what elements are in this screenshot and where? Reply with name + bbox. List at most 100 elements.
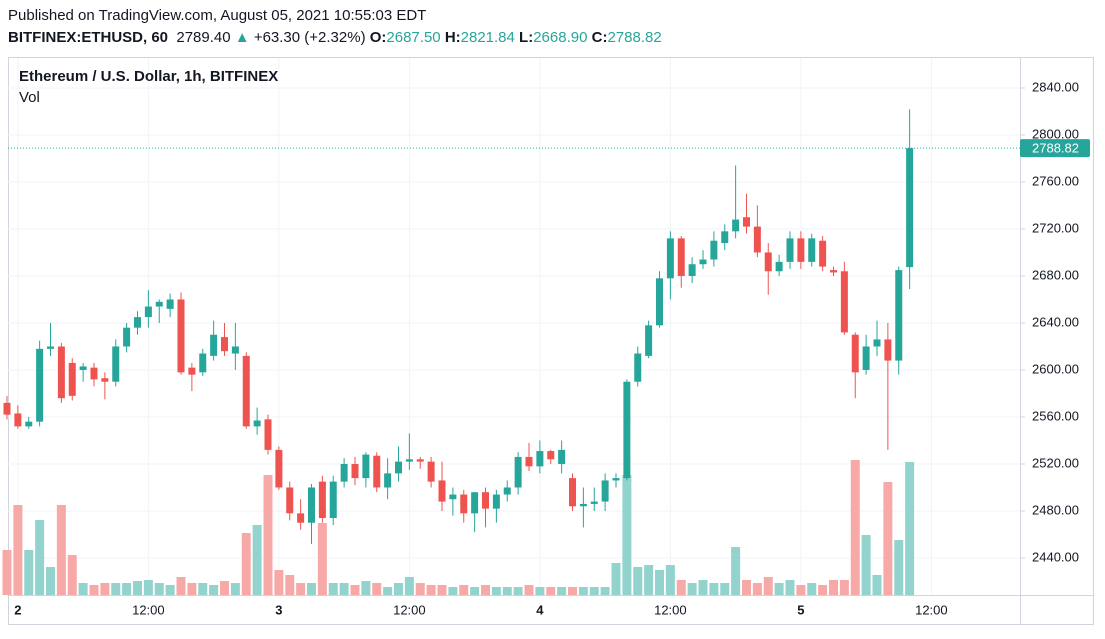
candle-body (405, 459, 413, 462)
volume-bar (46, 567, 55, 595)
candle-body (492, 494, 500, 509)
open: 2687.50 (386, 29, 441, 46)
volume-bar (394, 583, 403, 595)
y-tick-label: 2440.00 (1032, 549, 1079, 564)
y-tick-label: 2680.00 (1032, 267, 1079, 282)
candle-body (275, 449, 283, 488)
volume-bar (763, 577, 773, 595)
candle-body (177, 299, 185, 373)
quote-line: BITFINEX:ETHUSD, 60 2789.40 ▲ +63.30 (+2… (8, 29, 662, 46)
close: 2788.82 (607, 29, 662, 46)
o-label: O: (369, 29, 387, 46)
candle-body (253, 420, 261, 427)
volume-label: Vol (19, 89, 40, 106)
candle-body (808, 238, 816, 262)
volume-bar (557, 587, 567, 595)
volume-bar (687, 583, 697, 595)
candle-body (199, 353, 207, 373)
candle-body (525, 456, 533, 467)
candle-body (286, 487, 294, 514)
y-tick-label: 2760.00 (1032, 173, 1079, 188)
candle-body (634, 353, 642, 382)
y-tick-label: 2720.00 (1032, 220, 1079, 235)
volume-bar (13, 505, 23, 595)
volume-bar (89, 585, 99, 595)
volume-bar (448, 587, 458, 595)
volume-bar (774, 583, 784, 595)
l-label: L: (519, 29, 534, 46)
candle-body (297, 513, 305, 523)
volume-bar (894, 540, 904, 595)
candle-body (819, 240, 827, 267)
volume-bar (839, 580, 849, 595)
candle-body (79, 366, 87, 370)
volume-bar (589, 587, 599, 595)
candle-body (144, 306, 152, 318)
volume (2, 460, 915, 595)
volume-bar (742, 580, 751, 595)
y-tick-label: 2560.00 (1032, 408, 1079, 423)
high: 2821.84 (460, 29, 515, 46)
volume-bar (187, 583, 197, 595)
candle-body (503, 487, 511, 495)
volume-bar (502, 587, 512, 595)
volume-bar (361, 581, 371, 595)
candle-body (221, 337, 228, 352)
volume-bar (122, 583, 132, 595)
volume-bar (861, 535, 871, 595)
candles (3, 109, 914, 544)
volume-bar (209, 585, 219, 595)
candle-body (340, 463, 348, 482)
x-tick-label: 4 (536, 602, 544, 617)
volume-bar (383, 587, 393, 595)
volume-bar (524, 585, 534, 595)
candle-body (210, 334, 218, 356)
volume-bar (165, 585, 175, 595)
candle-body (873, 339, 881, 347)
candle-body (47, 346, 54, 349)
candle-body (743, 217, 750, 227)
volume-bar (698, 580, 708, 595)
candle-body (438, 480, 446, 502)
candle-body (840, 271, 848, 333)
candle-body (384, 473, 392, 488)
candle-body (112, 346, 120, 382)
candle-body (482, 492, 489, 509)
candle-body (329, 481, 337, 519)
candle-body (3, 402, 11, 415)
volume-bar (111, 583, 121, 595)
volume-bar (796, 585, 806, 595)
price: 2789.40 (176, 29, 231, 46)
volume-bar (535, 587, 545, 595)
candle-body (536, 451, 544, 467)
x-tick-label: 2 (14, 602, 21, 617)
candle-body (101, 378, 109, 382)
volume-bar (2, 550, 12, 595)
volume-bar (252, 525, 262, 595)
candle-body (395, 461, 402, 474)
candle-body (721, 231, 729, 244)
volume-bar (883, 482, 893, 595)
candle-body (14, 413, 22, 427)
candle-body (906, 148, 914, 268)
volume-bar (437, 585, 447, 595)
volume-bar (611, 563, 621, 595)
x-tick-label: 3 (275, 602, 282, 617)
volume-bar (807, 583, 817, 595)
candle-body (895, 270, 903, 361)
volume-bar (578, 587, 588, 595)
volume-bar (328, 583, 338, 595)
h-label: H: (444, 29, 461, 46)
volume-bar (850, 460, 860, 595)
candle-body (590, 501, 598, 504)
x-tick-label: 12:00 (654, 602, 687, 617)
candle-body (242, 355, 250, 427)
volume-bar (600, 587, 610, 595)
candle-body (688, 264, 696, 276)
candle-body (677, 238, 685, 276)
candle-body (264, 419, 272, 450)
candle-body (362, 454, 370, 479)
candle-body (851, 334, 859, 373)
volume-bar (905, 462, 915, 595)
